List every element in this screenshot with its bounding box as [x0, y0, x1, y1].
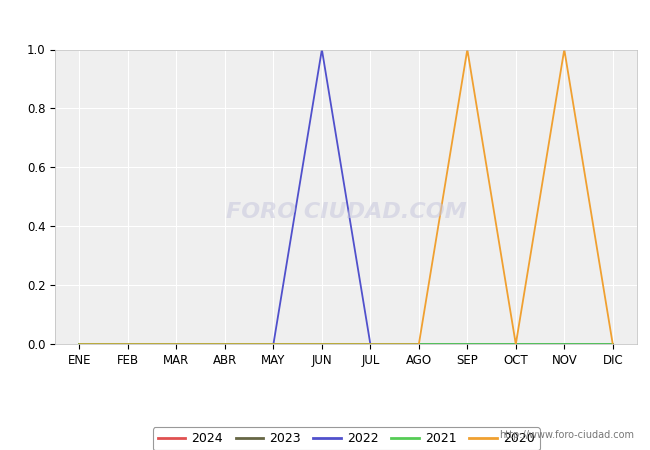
Text: Matriculaciones de Vehículos en Espadañedo: Matriculaciones de Vehículos en Espadañe…: [138, 12, 512, 31]
Text: http://www.foro-ciudad.com: http://www.foro-ciudad.com: [499, 430, 634, 440]
Text: FORO CIUDAD.COM: FORO CIUDAD.COM: [226, 202, 467, 221]
Legend: 2024, 2023, 2022, 2021, 2020: 2024, 2023, 2022, 2021, 2020: [153, 427, 540, 450]
